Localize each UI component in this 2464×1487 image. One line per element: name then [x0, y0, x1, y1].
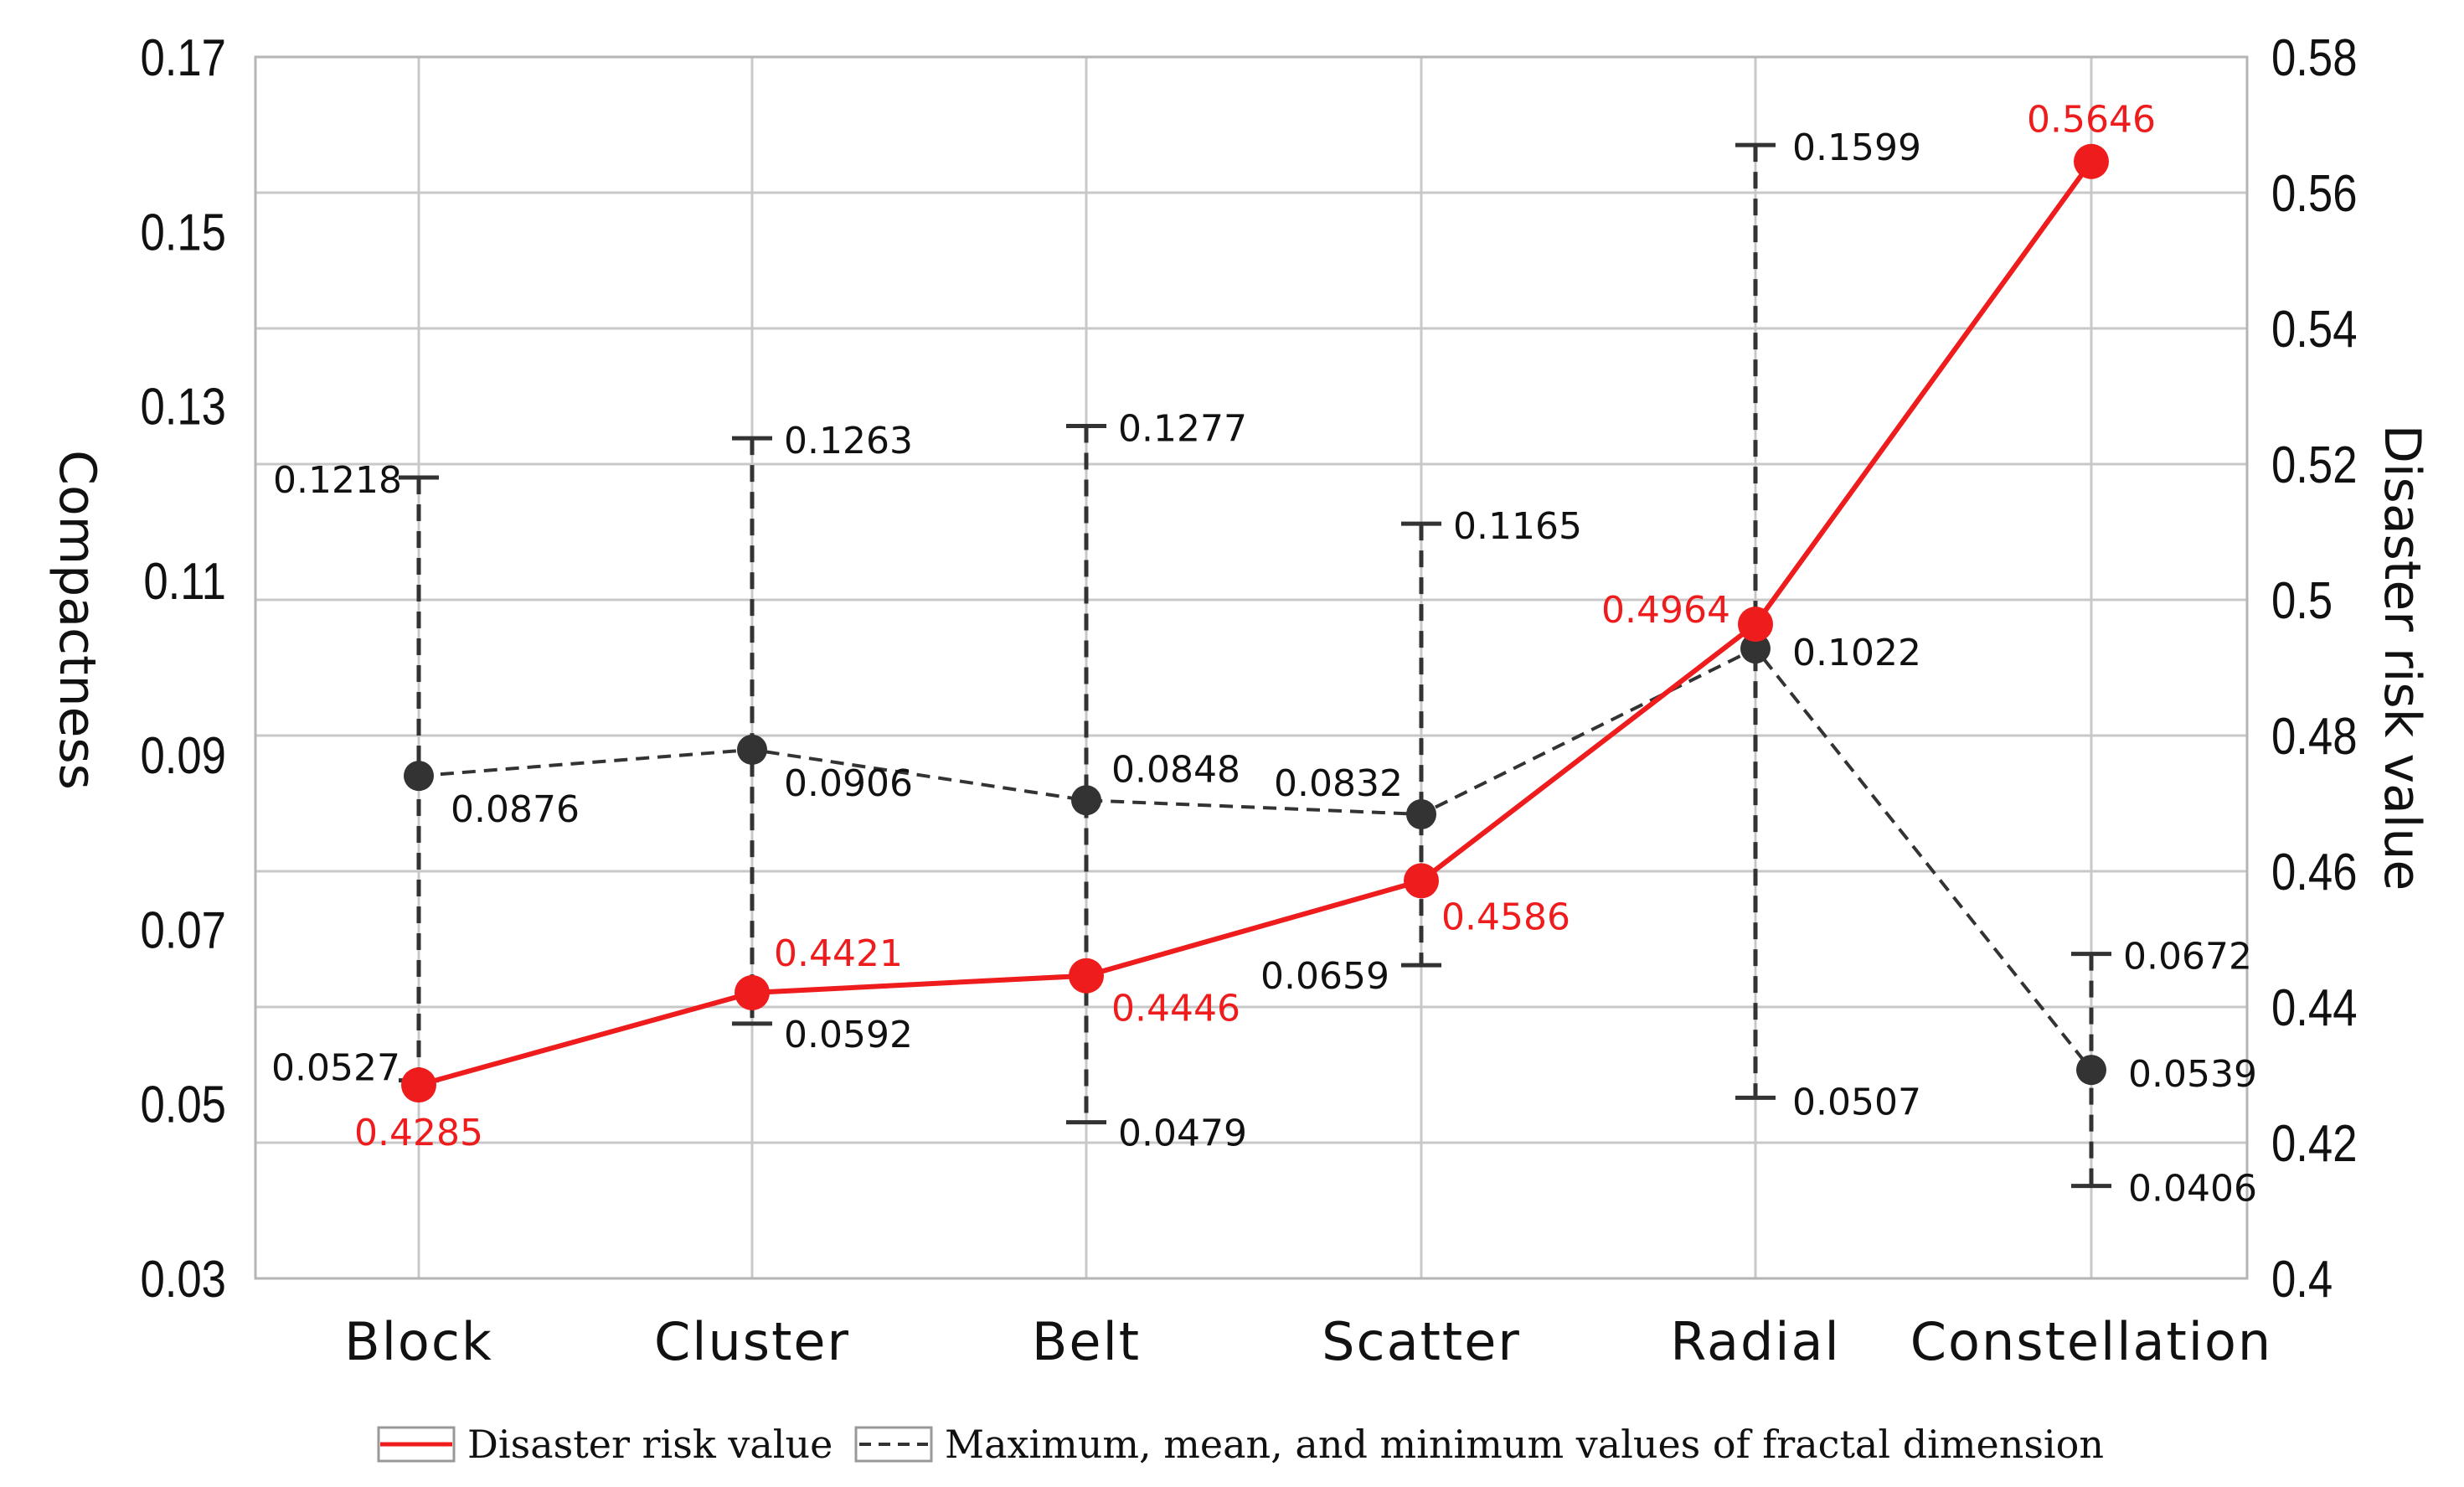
max-label: 0.1599 [1792, 126, 1921, 169]
mean-label: 0.1022 [1792, 632, 1921, 674]
left-tick-label: 0.15 [140, 204, 226, 261]
legend-label-fractal: Maximum, mean, and minimum values of fra… [945, 1422, 2104, 1467]
risk-label: 0.4964 [1601, 589, 1730, 632]
legend-label-risk: Disaster risk value [467, 1422, 833, 1467]
min-label: 0.0507 [1792, 1081, 1921, 1123]
category-label: Belt [1032, 1311, 1141, 1372]
legend: Disaster risk value Maximum, mean, and m… [377, 1422, 2104, 1467]
risk-label: 0.4285 [354, 1112, 483, 1154]
left-tick-label: 0.05 [140, 1077, 226, 1134]
mean-label: 0.0876 [451, 788, 580, 831]
left-tick-label: 0.11 [143, 553, 226, 611]
risk-point [735, 974, 770, 1010]
right-tick-label: 0.4 [2271, 1251, 2333, 1309]
right-tick-label: 0.56 [2271, 165, 2358, 223]
right-axis-ticks: 0.4 0.42 0.44 0.46 0.48 0.5 0.52 0.54 0.56 0.58 [2271, 29, 2358, 1309]
fractal-mean-point [1740, 633, 1771, 664]
max-label: 0.1218 [273, 459, 402, 502]
max-label: 0.1263 [784, 420, 913, 462]
fractal-mean-point [1071, 785, 1101, 816]
min-label: 0.0479 [1118, 1113, 1247, 1155]
right-tick-label: 0.46 [2271, 844, 2358, 901]
right-tick-label: 0.52 [2271, 436, 2358, 494]
left-axis-title: Compactness [48, 450, 106, 790]
fractal-mean-point [1406, 798, 1436, 829]
category-labels: Block Cluster Belt Scatter Radial Constellati… [344, 1311, 2272, 1372]
left-tick-label: 0.09 [140, 727, 226, 785]
left-tick-label: 0.07 [140, 901, 226, 959]
right-tick-label: 0.58 [2271, 29, 2358, 87]
risk-label: 0.4421 [774, 932, 903, 975]
max-label: 0.0672 [2123, 936, 2252, 978]
max-label: 0.1165 [1453, 505, 1582, 548]
left-tick-label: 0.13 [140, 379, 226, 436]
mean-label: 0.0539 [2128, 1053, 2257, 1096]
fractal-mean-point [404, 761, 434, 792]
mean-label: 0.0848 [1111, 748, 1240, 791]
category-label: Scatter [1322, 1311, 1521, 1372]
min-label: 0.0406 [2128, 1168, 2257, 1211]
data-labels: 0.1218 0.1263 0.1277 0.1165 0.1599 0.0672 0.05… [271, 99, 2257, 1211]
mean-label: 0.0832 [1274, 762, 1403, 805]
category-label: Radial [1670, 1311, 1841, 1372]
right-axis-title: Disaster risk value [2373, 425, 2431, 891]
risk-label: 0.4446 [1111, 988, 1240, 1030]
right-tick-label: 0.44 [2271, 979, 2358, 1037]
category-label: Constellation [1910, 1311, 2272, 1372]
risk-point [2074, 143, 2109, 179]
plot-frame [254, 55, 2249, 1280]
right-tick-label: 0.5 [2271, 572, 2333, 630]
mean-label: 0.0906 [784, 762, 913, 805]
fractal-mean-line [418, 646, 2093, 1071]
category-label: Cluster [654, 1311, 850, 1372]
min-label: 0.0527 [271, 1047, 400, 1090]
right-tick-label: 0.54 [2271, 301, 2358, 359]
max-label: 0.1277 [1118, 408, 1247, 451]
risk-point [401, 1067, 436, 1103]
category-label: Block [344, 1311, 493, 1372]
min-label: 0.0659 [1260, 955, 1389, 998]
fractal-mean-series [404, 633, 2106, 1086]
risk-line [418, 159, 2094, 1088]
risk-label: 0.4586 [1441, 896, 1570, 938]
plot-border [254, 55, 2249, 1280]
risk-point [1069, 958, 1104, 994]
grid [255, 57, 2247, 1278]
min-label: 0.0592 [784, 1014, 913, 1056]
left-tick-label: 0.17 [140, 29, 226, 87]
risk-label: 0.5646 [2027, 99, 2156, 142]
right-tick-label: 0.48 [2271, 708, 2358, 766]
right-tick-label: 0.42 [2271, 1115, 2358, 1173]
left-axis-ticks: 0.03 0.05 0.07 0.09 0.11 0.13 0.15 0.17 [140, 29, 226, 1309]
fractal-mean-point [737, 734, 767, 765]
risk-series [401, 143, 2109, 1103]
left-tick-label: 0.03 [140, 1251, 226, 1309]
fractal-mean-point [2076, 1055, 2106, 1086]
risk-point [1404, 863, 1439, 899]
risk-point [1738, 607, 1773, 643]
